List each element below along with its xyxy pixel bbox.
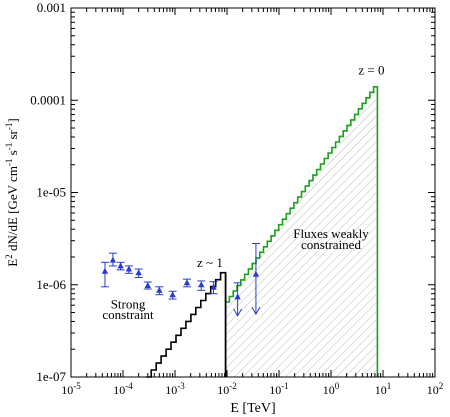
annotation-text: constrained <box>301 237 361 252</box>
upper-limit-point <box>234 293 241 300</box>
data-point <box>210 283 217 290</box>
data-point <box>169 291 176 298</box>
hatch-fill <box>225 86 378 378</box>
y-tick-label: 1e-05 <box>36 185 66 200</box>
data-point <box>109 256 117 263</box>
y-tick-label: 0.001 <box>37 0 66 15</box>
x-axis: 10-5 10-4 10-3 10-2 10-1 100 101 102 <box>61 8 443 397</box>
x-tick-label: 100 <box>323 381 340 397</box>
y-axis-label: E2 dN/dE [GeV cm-1 s-1 sr-1] <box>4 118 20 266</box>
data-points <box>100 242 261 317</box>
data-point <box>156 286 163 293</box>
x-tick-label: 10-4 <box>113 381 133 397</box>
annotation-text: constraint <box>102 307 154 322</box>
annotation-text: z = 0 <box>358 63 384 78</box>
hatched-region <box>225 86 378 378</box>
x-tick-label: 10-2 <box>217 381 237 397</box>
data-point <box>198 281 205 288</box>
data-point <box>117 262 124 269</box>
x-tick-label: 102 <box>427 381 444 397</box>
upper-limit-arrowhead <box>233 308 243 317</box>
data-point <box>144 282 152 289</box>
data-point <box>125 265 133 272</box>
data-point <box>183 279 191 286</box>
y-axis: 1e-07 1e-06 1e-05 0.0001 0.001 <box>30 0 435 384</box>
x-tick-label: 10-5 <box>61 381 81 397</box>
y-tick-label: 1e-06 <box>36 277 66 292</box>
y-tick-label: 0.0001 <box>30 92 66 107</box>
series-line-1 <box>225 86 379 377</box>
y-tick-label: 1e-07 <box>36 369 66 384</box>
data-point <box>101 267 109 274</box>
x-tick-label: 10-1 <box>269 381 289 397</box>
x-axis-label: E [TeV] <box>230 401 275 416</box>
x-tick-label: 10-3 <box>165 381 185 397</box>
upper-limit-point <box>252 270 260 277</box>
upper-limit-arrowhead <box>251 306 261 316</box>
annotation-text: Fluxes weakly <box>293 226 369 241</box>
annotation-text: z ~ 1 <box>197 255 223 270</box>
data-point <box>135 269 142 276</box>
x-tick-label: 101 <box>375 381 392 397</box>
annotation-text: Strong <box>111 297 146 312</box>
